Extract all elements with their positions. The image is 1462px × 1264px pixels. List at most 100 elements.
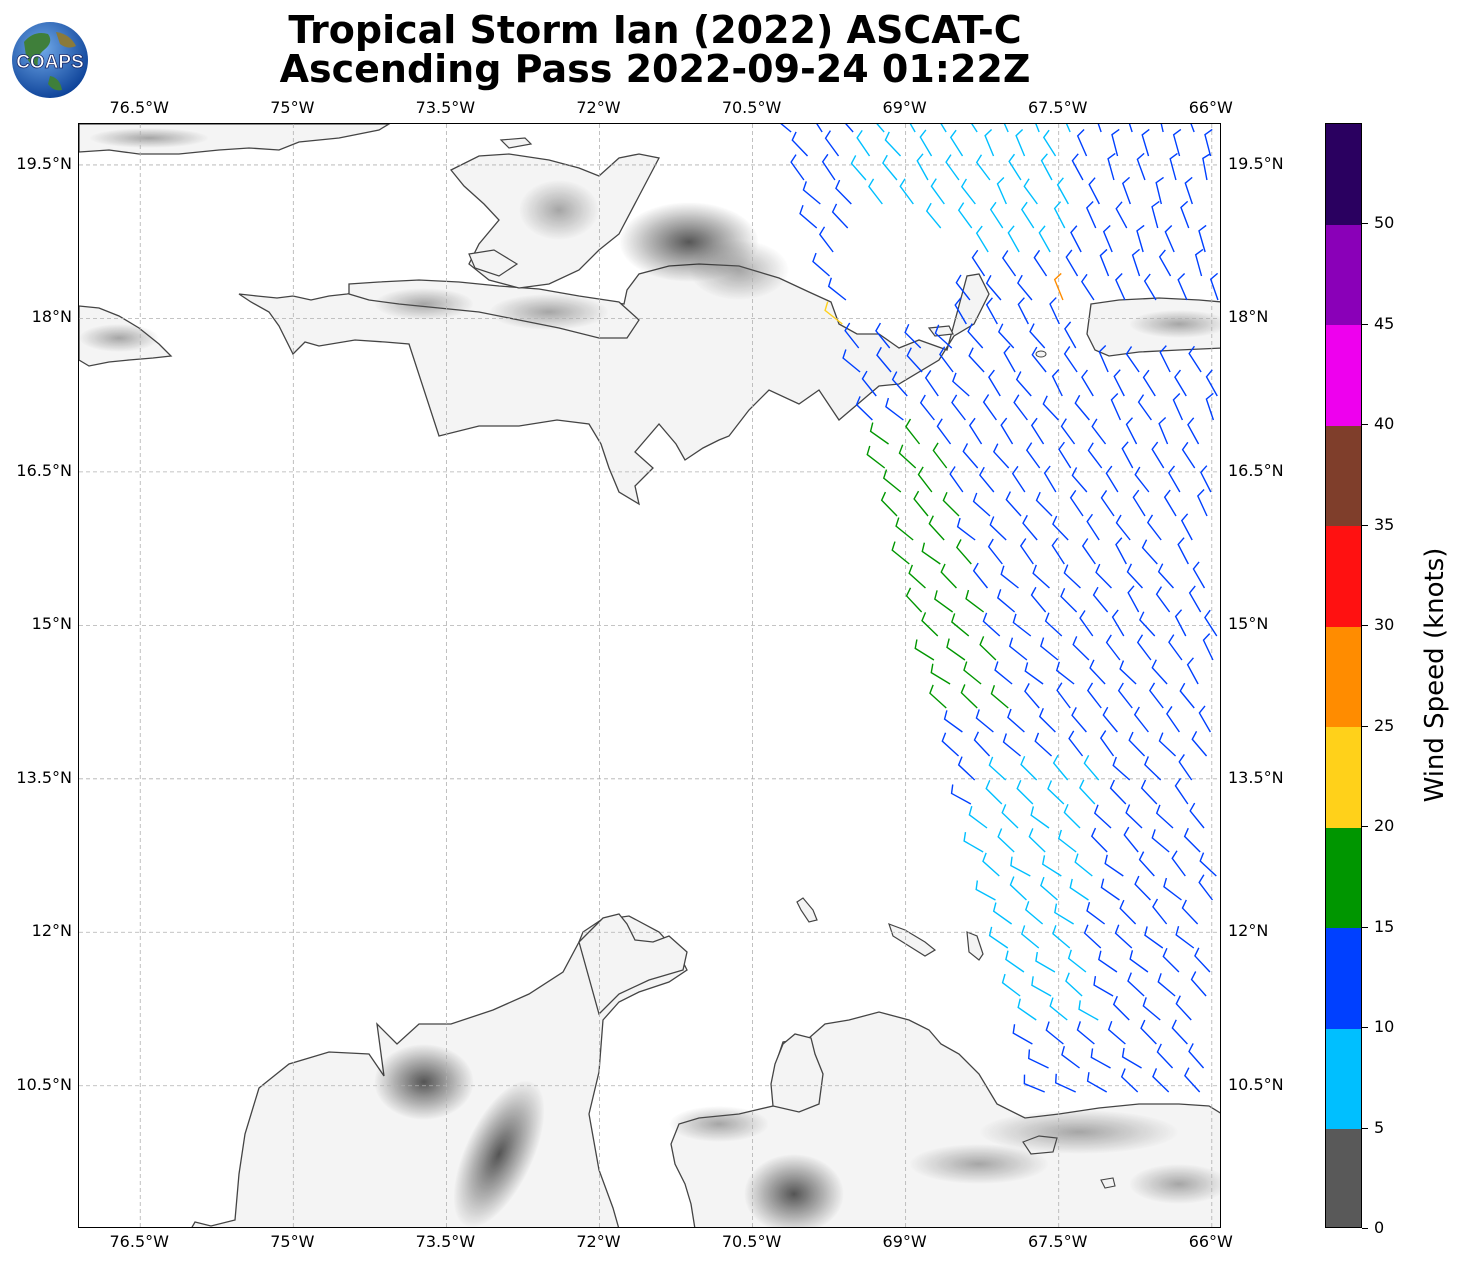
colorbar-tick-label-2: 10 [1374,1017,1395,1037]
wind-barb [799,204,818,229]
wind-barb [1111,128,1120,157]
wind-barb [1140,779,1158,805]
wind-barb [1167,465,1181,493]
colorbar-tick-label-9: 45 [1374,313,1395,333]
wind-barb [1179,682,1195,709]
map-title-line2: Ascending Pass 2022-09-24 01:22Z [279,47,1031,91]
wind-barb [1002,733,1021,757]
wind-barb [1114,924,1133,949]
wind-barb [1024,662,1044,685]
mona-island [1035,350,1047,358]
guajira-peninsula [578,913,688,1016]
colorbar-segment-1 [1326,1028,1361,1130]
wind-barb [1134,466,1150,493]
colorbar-tick-mark-0 [1362,1228,1368,1229]
wind-barb [962,443,979,469]
wind-barb [1127,585,1140,613]
wind-barb [1131,248,1141,277]
wind-barb [968,805,988,829]
wind-barb [957,756,976,781]
wind-barb [1140,1019,1157,1045]
wind-barb [1172,128,1182,157]
wind-barb [1157,563,1174,589]
lat-tick-right-5: 12°N [1228,921,1269,941]
wind-barb [869,422,889,445]
wind-barb [1010,856,1031,877]
wind-barb [940,124,947,133]
wind-barb [1035,951,1056,973]
wind-barb [916,153,929,181]
wind-barb [1174,369,1187,397]
wind-barb [1098,344,1109,373]
wind-barb [1000,565,1019,589]
wind-barb [908,564,926,589]
wind-barb [824,130,840,157]
lat-tick-left-3: 15°N [31,614,72,634]
wind-barb [934,590,954,613]
wind-barb [824,301,843,325]
wind-barb [1202,633,1214,661]
wind-barb [1047,780,1065,805]
wind-barb [917,466,933,493]
wind-barb [1189,802,1205,829]
wind-barb [1166,706,1180,733]
wind-barb [954,297,967,325]
wind-barb [1089,659,1106,685]
wind-barb [1008,153,1022,181]
wind-barb [1100,878,1120,901]
wind-barb [816,124,823,133]
wind-barb [1160,124,1164,133]
wind-barb [1146,514,1162,541]
wind-barb [1163,489,1177,517]
wind-barb [882,154,898,181]
wind-barb [1163,877,1182,901]
wind-barb [791,131,809,157]
wind-barb [925,202,942,229]
wind-barb [1199,852,1217,877]
colorbar-tick-mark-5 [1362,725,1368,727]
wind-barb [972,492,991,517]
wind-barb [1198,224,1207,253]
wind-barb [992,443,1010,469]
wind-barb [856,130,871,157]
wind-barb [1142,997,1161,1021]
lat-tick-right-4: 13.5°N [1228,767,1284,787]
wind-barb [940,563,957,589]
wind-barb [1083,924,1102,949]
wind-barb [975,154,991,181]
wind-barb [1158,732,1177,757]
colorbar-tick-mark-8 [1362,424,1368,426]
wind-barb [1200,465,1212,493]
wind-barb [842,349,861,373]
wind-barb [949,466,964,493]
wind-barb [1184,1067,1201,1093]
wind-barb [1132,489,1146,517]
lat-tick-right-3: 15°N [1228,614,1269,634]
wind-barb [1164,224,1175,253]
colorbar-segment-2 [1326,927,1361,1029]
wind-barb [891,541,910,565]
wind-barb [1060,587,1078,613]
wind-barb [1115,273,1126,301]
wind-barb [982,394,997,421]
wind-barb [835,179,852,205]
wind-barb [952,372,970,397]
wind-barb [1112,756,1131,781]
wind-barb [1133,706,1149,733]
wind-barb [990,685,1009,709]
wind-barb [1205,369,1218,397]
wind-barb [1115,201,1128,229]
wind-barb [1155,804,1174,829]
wind-barb [1054,1073,1076,1093]
colorbar-segment-5 [1326,626,1361,728]
wind-barb [1191,731,1208,757]
wind-barb [1016,780,1034,805]
colorbar-tick-label-6: 30 [1374,615,1395,635]
lon-tick-top-2: 73.5°W [415,98,476,117]
wind-barb [1134,875,1151,901]
wind-barb [882,469,902,493]
wind-barb [875,322,891,349]
colorbar-tick-mark-4 [1362,826,1368,828]
colorbar-segment-4 [1326,726,1361,828]
wind-barb [1068,730,1084,757]
